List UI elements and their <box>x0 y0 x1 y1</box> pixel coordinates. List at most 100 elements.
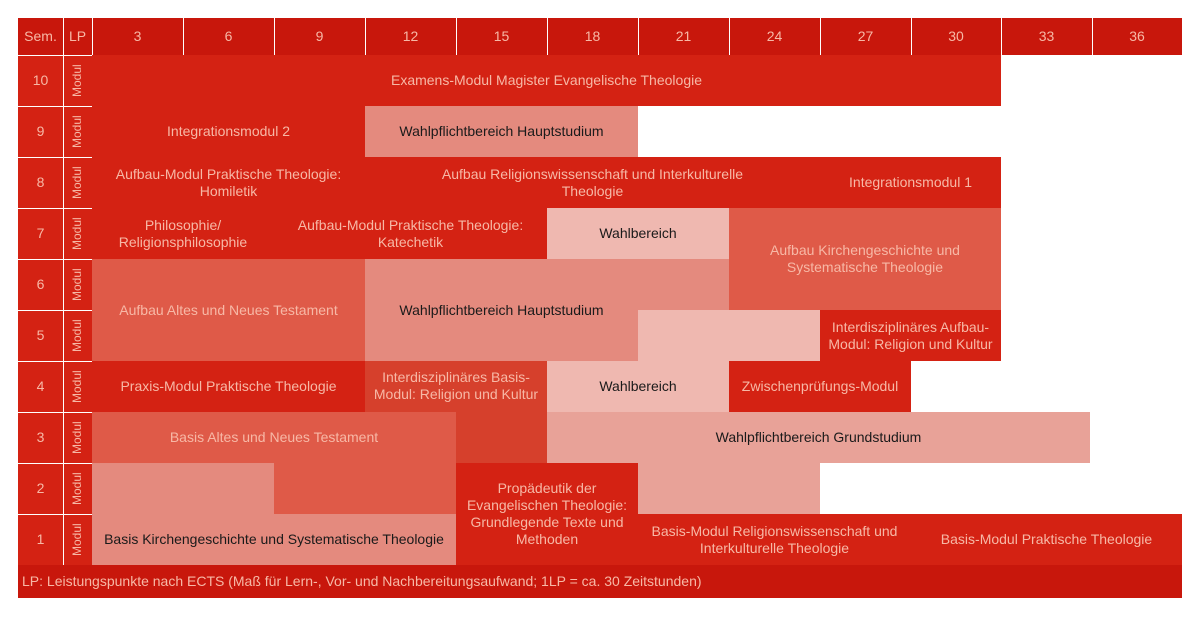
header-lp-6: 6 <box>183 18 274 55</box>
module-aufbau-katechetik-bg-0 <box>274 208 547 259</box>
module-integ2-bg-0 <box>92 106 365 157</box>
modul-label-7: Modul <box>63 208 92 259</box>
module-wpf-grund-bg-0 <box>547 412 1090 463</box>
semester-2: 2 <box>18 463 63 514</box>
grid-divider <box>729 18 730 55</box>
grid-divider <box>638 18 639 55</box>
module-philosophie: Philosophie/ Religionsphilosophie <box>118 216 248 250</box>
semester-6: 6 <box>18 259 63 310</box>
module-wahlbereich-4: Wahlbereich <box>599 378 677 394</box>
grid-divider <box>18 106 92 107</box>
modul-label-5: Modul <box>63 310 92 361</box>
module-integ2: Integrationsmodul 2 <box>167 123 290 139</box>
grid-divider <box>1001 18 1002 55</box>
module-interdisz-basis: Interdisziplinäres Basis- Modul: Religio… <box>373 369 539 402</box>
module-basis-praktisch: Basis-Modul Praktische Theologie <box>940 531 1153 547</box>
grid-divider <box>274 18 275 55</box>
grid-divider <box>18 208 92 209</box>
header-lp: LP <box>63 18 92 55</box>
module-basis-kirchengeschichte: Basis Kirchengeschichte und Systematisch… <box>104 531 444 547</box>
header-lp-15: 15 <box>456 18 547 55</box>
module-aufbau-kirchengeschichte: Aufbau Kirchengeschichte und Systematisc… <box>770 242 960 275</box>
modul-label-8: Modul <box>63 157 92 208</box>
module-praxis-bg-0 <box>92 361 365 412</box>
grid-divider <box>18 310 92 311</box>
module-basis-praktisch-bg-0 <box>911 514 1182 565</box>
semester-7: 7 <box>18 208 63 259</box>
header-lp-33: 33 <box>1001 18 1092 55</box>
header-lp-24: 24 <box>729 18 820 55</box>
module-aufbau-religion: Aufbau Religionswissenschaft und Interku… <box>441 165 744 199</box>
module-basis-at-nt-bg-0 <box>92 412 456 463</box>
semester-8: 8 <box>18 157 63 208</box>
grid-divider <box>1092 18 1093 55</box>
semester-1: 1 <box>18 514 63 565</box>
module-wpf-haupt-9-bg-0 <box>365 106 638 157</box>
grid-divider <box>63 18 64 565</box>
module-propaedeutik: Propädeutik der Evangelischen Theologie:… <box>466 480 628 547</box>
module-aufbau-at-nt: Aufbau Altes und Neues Testament <box>119 301 338 318</box>
grid-divider <box>92 18 93 55</box>
header-lp-18: 18 <box>547 18 638 55</box>
grid-divider <box>820 18 821 55</box>
module-zwischenpruefung-bg-0 <box>729 361 911 412</box>
semester-9: 9 <box>18 106 63 157</box>
header-lp-3: 3 <box>92 18 183 55</box>
grid-divider <box>456 18 457 55</box>
module-examen: Examens-Modul Magister Evangelische Theo… <box>390 72 702 88</box>
modul-label-9: Modul <box>63 106 92 157</box>
footnote: LP: Leistungspunkte nach ECTS (Maß für L… <box>18 565 1182 598</box>
module-praxis: Praxis-Modul Praktische Theologie <box>120 378 337 394</box>
header-lp-36: 36 <box>1092 18 1182 55</box>
grid-divider <box>18 55 92 56</box>
header-lp-21: 21 <box>638 18 729 55</box>
module-zwischenpruefung: Zwischenprüfungs-Modul <box>741 378 899 394</box>
module-aufbau-at-nt-bg-0 <box>92 259 365 361</box>
module-wpf-haupt-56-bg-0 <box>365 259 729 310</box>
module-wpf-haupt-9: Wahlpflichtbereich Hauptstudium <box>399 123 604 139</box>
module-basis-kirchengeschichte-bg-1 <box>92 514 456 565</box>
module-aufbau-homiletik: Aufbau-Modul Praktische Theologie: Homil… <box>115 165 342 199</box>
module-philosophie-bg-0 <box>92 208 274 259</box>
module-integ1: Integrationsmodul 1 <box>849 174 972 190</box>
module-basis-at-nt: Basis Altes und Neues Testament <box>169 429 379 445</box>
module-wahlbereich-7: Wahlbereich <box>599 225 677 241</box>
semester-4: 4 <box>18 361 63 412</box>
module-wpf-haupt-56-bg-1 <box>365 310 638 361</box>
module-interdisz-aufbau: Interdisziplinäres Aufbau- Modul: Religi… <box>820 310 1001 361</box>
module-examen-bg-0 <box>92 55 1001 106</box>
module-basis-religion: Basis-Modul Religionswissenschaft und In… <box>651 522 898 556</box>
semester-10: 10 <box>18 55 63 106</box>
grid-divider <box>18 463 92 464</box>
semester-5: 5 <box>18 310 63 361</box>
header-sem: Sem. <box>18 18 63 55</box>
grid-divider <box>911 18 912 55</box>
header-lp-30: 30 <box>911 18 1001 55</box>
grid-divider <box>18 514 92 515</box>
header-lp-12: 12 <box>365 18 456 55</box>
modul-label-6: Modul <box>63 259 92 310</box>
modul-label-3: Modul <box>63 412 92 463</box>
grid-divider <box>18 412 92 413</box>
grid-divider <box>18 259 92 260</box>
module-basis-at-nt-bg-1 <box>274 463 456 514</box>
modul-label-10: Modul <box>63 55 92 106</box>
grid-divider <box>365 18 366 55</box>
module-aufbau-kirchengeschichte-bg-0 <box>729 208 1001 310</box>
header-lp-9: 9 <box>274 18 365 55</box>
module-propaedeutik-bg-0 <box>456 463 638 565</box>
module-aufbau-homiletik-bg-0 <box>92 157 365 208</box>
module-interdisz-basis-bg-1 <box>456 412 547 463</box>
grid-divider <box>18 361 92 362</box>
module-wpf-grund-bg-1 <box>638 463 820 514</box>
grid-divider <box>18 157 92 158</box>
modul-label-1: Modul <box>63 514 92 565</box>
module-wahlbereich-4-bg-0 <box>547 361 729 412</box>
module-interdisz-basis-bg-0 <box>365 361 547 412</box>
header-lp-27: 27 <box>820 18 911 55</box>
module-integ1-bg-0 <box>820 157 1001 208</box>
grid-divider <box>547 18 548 55</box>
module-aufbau-katechetik: Aufbau-Modul Praktische Theologie: Katec… <box>297 216 524 250</box>
modul-label-4: Modul <box>63 361 92 412</box>
